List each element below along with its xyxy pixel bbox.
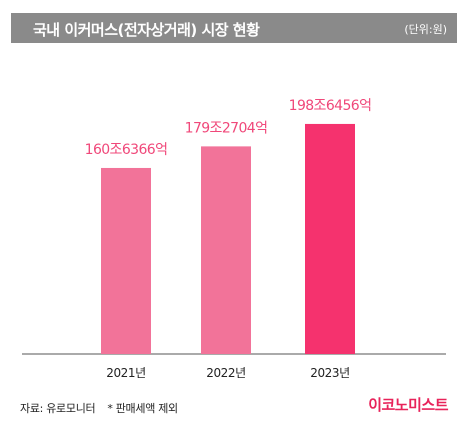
x-tick-label-0: 2021년 xyxy=(106,366,146,380)
bar-2 xyxy=(305,123,355,354)
x-tick-label-1: 2022년 xyxy=(206,366,246,380)
bar-1 xyxy=(201,146,251,354)
brand-logo: 이코노미스트 xyxy=(368,396,448,414)
footnote-text: * 판매세액 제외 xyxy=(107,402,178,415)
source-text: 자료: 유로모니터 xyxy=(20,402,96,415)
value-label-1: 179조2704억 xyxy=(185,120,268,136)
chart-title: 국내 이커머스(전자상거래) 시장 현황 xyxy=(33,21,260,39)
title-bar: 국내 이커머스(전자상거래) 시장 현황 (단위:원) xyxy=(11,13,457,43)
x-tick-label-2: 2023년 xyxy=(310,366,350,380)
value-label-2: 198조6456억 xyxy=(289,98,372,114)
source-line: 자료: 유로모니터 * 판매세액 제외 xyxy=(20,400,178,416)
bar-0 xyxy=(101,167,151,354)
unit-label: (단위:원) xyxy=(404,23,447,36)
value-label-0: 160조6366억 xyxy=(85,142,168,158)
